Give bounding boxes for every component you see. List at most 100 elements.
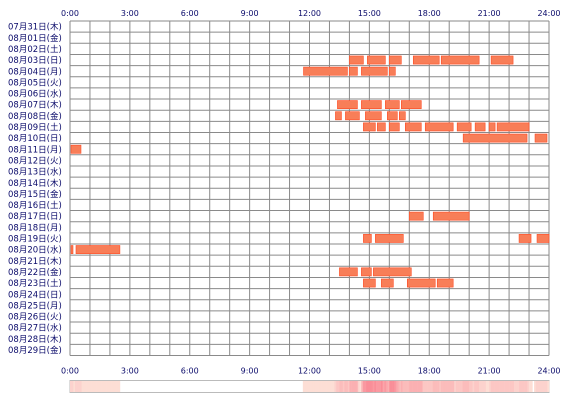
activity-bar (70, 144, 82, 154)
summary-cell (379, 381, 382, 392)
summary-cell (91, 381, 94, 392)
activity-bar (75, 245, 121, 254)
activity-bar (345, 111, 360, 121)
day-label: 08月25日(月) (8, 301, 62, 311)
summary-cell (347, 381, 350, 392)
summary-cell (534, 381, 536, 392)
activity-bar (349, 55, 364, 65)
summary-cell (535, 381, 538, 392)
summary-cell (469, 381, 472, 392)
summary-cell (329, 381, 332, 392)
activity-bar (518, 234, 532, 243)
summary-cell (337, 381, 340, 392)
summary-cell (487, 381, 490, 392)
x-tick-label-top: 24:00 (537, 9, 560, 18)
x-tick-label-bottom: 21:00 (478, 367, 501, 376)
summary-cell (475, 381, 478, 392)
top-hour-ticks: 0:00 3:00 6:00 9:00 12:00 15:00 18:00 21:00 24:0… (61, 9, 561, 18)
activity-bar (412, 55, 440, 65)
summary-cell (324, 381, 327, 392)
summary-cell (99, 381, 102, 392)
summary-cell (377, 381, 380, 392)
summary-cell (514, 381, 517, 392)
activity-bar (406, 278, 436, 288)
summary-cell (71, 381, 74, 392)
summary-cell (497, 381, 500, 392)
summary-cell (334, 381, 337, 392)
activity-bar (440, 55, 480, 65)
day-label: 08月20日(水) (8, 245, 62, 256)
activity-bar (361, 267, 372, 277)
summary-cell (444, 381, 447, 392)
summary-cell (81, 381, 84, 392)
summary-cell (116, 381, 119, 392)
summary-cell (397, 381, 400, 392)
summary-cell (454, 381, 457, 392)
activity-bar (365, 111, 382, 121)
day-label: 08月22日(金) (8, 267, 62, 278)
summary-cell (524, 381, 527, 392)
day-label: 08月03日(日) (8, 56, 62, 66)
summary-cell (392, 381, 395, 392)
x-tick-label-bottom: 18:00 (418, 367, 441, 376)
summary-cell (529, 381, 532, 392)
summary-cell (327, 381, 330, 392)
summary-cell (366, 381, 369, 392)
summary-cell (494, 381, 497, 392)
summary-cell (352, 381, 355, 392)
summary-cell (73, 381, 76, 392)
summary-cell (412, 381, 415, 392)
summary-cell (376, 381, 378, 392)
summary-cell (409, 381, 412, 392)
day-label: 08月07日(木) (8, 100, 62, 111)
activity-bar (339, 267, 358, 277)
x-tick-label-top: 21:00 (478, 9, 501, 18)
day-label: 08月27日(水) (8, 323, 62, 334)
activity-bar (375, 234, 404, 243)
summary-cell (504, 381, 507, 392)
x-tick-label-bottom: 0:00 (61, 367, 79, 376)
summary-cell (482, 381, 485, 392)
summary-cell (449, 381, 452, 392)
summary-cell (89, 381, 92, 392)
activity-bar (377, 122, 386, 132)
summary-cell (405, 381, 408, 392)
summary-cell (96, 381, 99, 392)
activity-bar (70, 245, 74, 254)
activity-bar (496, 122, 530, 132)
activity-bar (424, 122, 454, 132)
summary-cell (525, 381, 528, 392)
summary-cell (317, 381, 320, 392)
summary-cell (495, 381, 498, 392)
summary-cell (450, 381, 453, 392)
summary-cell (490, 381, 493, 392)
summary-cell (519, 381, 522, 392)
summary-cell (339, 381, 342, 392)
summary-cell (356, 381, 359, 392)
summary-cell (354, 381, 357, 392)
x-tick-label-bottom: 3:00 (121, 367, 139, 376)
summary-cell (415, 381, 418, 392)
summary-cell (485, 381, 488, 392)
activity-bar (536, 234, 550, 243)
summary-cell (420, 381, 423, 392)
summary-cell (311, 381, 314, 392)
day-label: 08月09日(土) (8, 122, 62, 133)
summary-cell (321, 381, 324, 392)
day-label: 08月23日(土) (8, 278, 62, 289)
summary-cell (419, 381, 422, 392)
activity-bar (389, 122, 400, 132)
summary-cell (537, 381, 540, 392)
summary-cell (435, 381, 438, 392)
summary-cell (314, 381, 317, 392)
summary-cell (346, 381, 349, 392)
summary-cell (507, 381, 510, 392)
x-tick-label-top: 12:00 (298, 9, 321, 18)
summary-cell (459, 381, 462, 392)
summary-cell (307, 381, 310, 392)
activity-bar (534, 133, 548, 143)
summary-cell (306, 381, 309, 392)
summary-cell (83, 381, 86, 392)
summary-cell (547, 381, 550, 392)
summary-cell (404, 381, 407, 392)
